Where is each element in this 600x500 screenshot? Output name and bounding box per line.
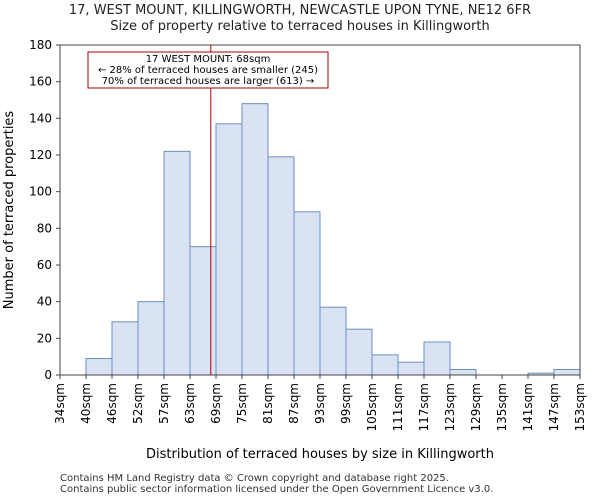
bar-93sqm [319, 306, 347, 376]
x-tick-label: 87sqm [287, 383, 301, 424]
x-tick-label: 147sqm [547, 383, 561, 431]
y-tick-label: 120 [29, 148, 52, 162]
bar-111sqm [397, 361, 425, 376]
x-tick-label: 40sqm [79, 383, 93, 424]
x-axis-ticks: 34sqm 40sqm 46sqm 52sqm 57sqm 63sqm 69sqm 75sqm… [53, 375, 587, 431]
footer-line-2: Contains public sector information licen… [60, 484, 494, 495]
annotation-line-3: 70% of terraced houses are larger (613) … [102, 76, 315, 87]
y-tick-label: 100 [29, 185, 52, 199]
y-tick-label: 80 [37, 221, 52, 235]
x-tick-label: 75sqm [235, 383, 249, 424]
x-tick-label: 69sqm [209, 383, 223, 424]
bar-40sqm [85, 358, 113, 376]
y-tick-label: 60 [37, 258, 52, 272]
bar-87sqm [293, 211, 321, 376]
x-tick-label: 123sqm [443, 383, 457, 431]
x-axis-label: Distribution of terraced houses by size … [146, 447, 494, 462]
chart-subtitle: Size of property relative to terraced ho… [110, 19, 490, 34]
annotation-line-1: 17 WEST MOUNT: 68sqm [146, 54, 271, 65]
bar-46sqm [111, 321, 139, 376]
y-tick-label: 0 [44, 368, 52, 382]
x-tick-label: 117sqm [417, 383, 431, 431]
annotation-line-2: ← 28% of terraced houses are smaller (24… [98, 65, 318, 76]
x-tick-label: 93sqm [313, 383, 327, 424]
x-tick-label: 99sqm [339, 383, 353, 424]
x-tick-label: 52sqm [131, 383, 145, 424]
bar-52sqm [137, 301, 165, 376]
x-tick-label: 81sqm [261, 383, 275, 424]
bars-group [85, 103, 581, 376]
x-tick-label: 46sqm [105, 383, 119, 424]
bar-81sqm [267, 156, 295, 376]
bar-105sqm [371, 354, 399, 376]
annotation-box: 17 WEST MOUNT: 68sqm ← 28% of terraced h… [87, 51, 329, 89]
x-tick-label: 111sqm [391, 383, 405, 431]
chart-title: 17, WEST MOUNT, KILLINGWORTH, NEWCASTLE … [68, 3, 532, 18]
x-tick-label: 57sqm [157, 383, 171, 424]
footer-line-1: Contains HM Land Registry data © Crown c… [60, 473, 449, 484]
y-tick-label: 180 [29, 38, 52, 52]
x-tick-label: 63sqm [183, 383, 197, 424]
bar-63sqm [189, 246, 217, 376]
annotation-frame [87, 51, 329, 89]
y-axis-label: Number of terraced properties [2, 111, 17, 310]
bar-75sqm [241, 103, 269, 376]
y-tick-label: 40 [37, 295, 52, 309]
x-tick-label: 105sqm [365, 383, 379, 431]
x-tick-label: 34sqm [53, 383, 67, 424]
y-axis-ticks: 0 20 40 60 80 100 120 140 160 180 [29, 38, 60, 382]
bar-57sqm [163, 150, 191, 376]
plot-frame [59, 44, 581, 376]
y-tick-label: 140 [29, 111, 52, 125]
histogram-chart: 0 20 40 60 80 100 120 140 160 180 34sqm 40sqm 46sqm… [2, 38, 587, 462]
y-tick-label: 20 [37, 331, 52, 345]
y-tick-label: 160 [29, 75, 52, 89]
bar-69sqm [215, 123, 243, 376]
bar-147sqm [553, 369, 581, 376]
x-tick-label: 129sqm [469, 383, 483, 431]
bar-117sqm [423, 341, 451, 376]
x-tick-label: 141sqm [521, 383, 535, 431]
x-tick-label: 153sqm [573, 383, 587, 431]
bar-99sqm [345, 328, 373, 376]
bar-123sqm [449, 369, 477, 376]
x-tick-label: 135sqm [495, 383, 509, 431]
